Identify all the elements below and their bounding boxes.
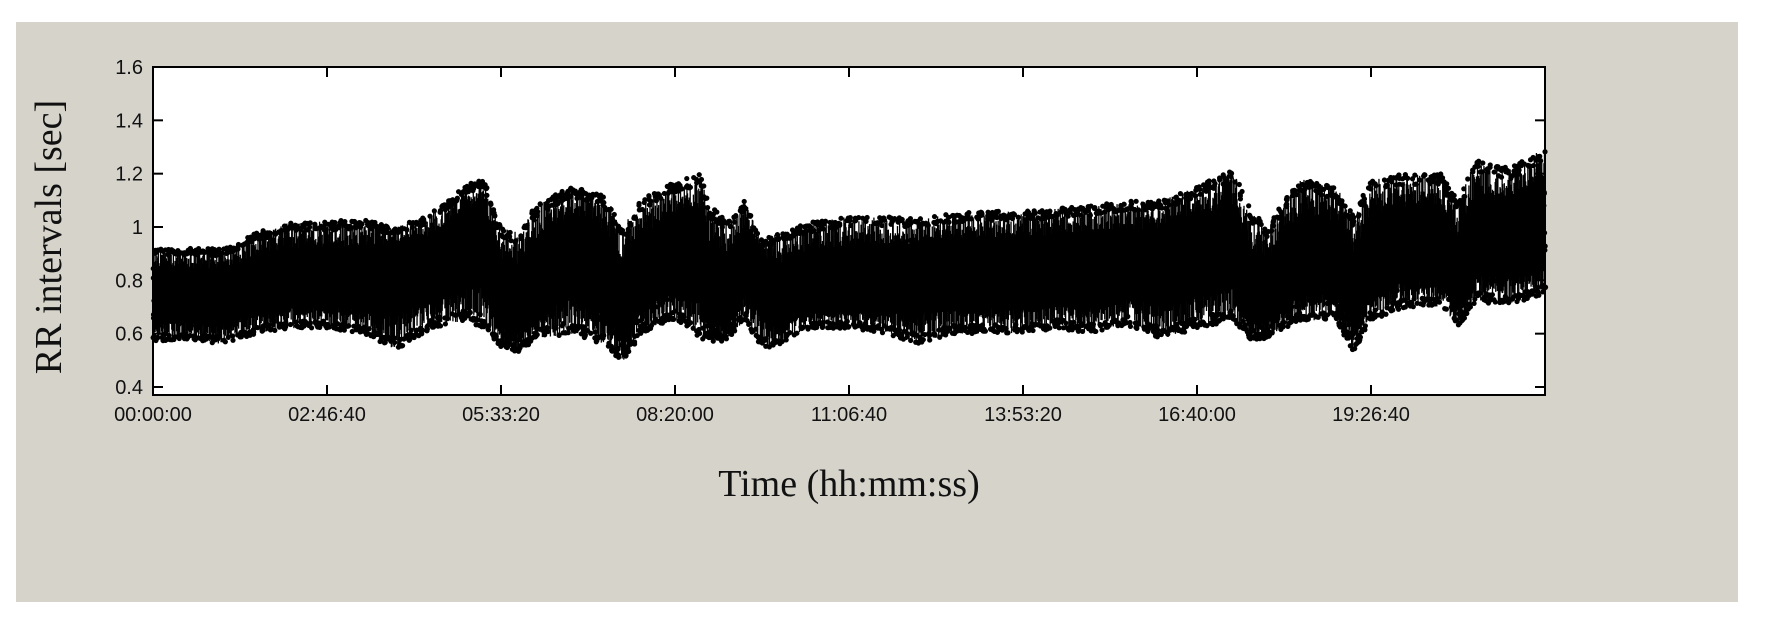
rr-point [710, 338, 716, 344]
rr-point [342, 219, 348, 225]
rr-point [385, 225, 391, 231]
rr-point [636, 200, 642, 207]
rr-point [748, 213, 754, 219]
rr-point [308, 325, 315, 331]
rr-point [697, 330, 703, 337]
rr-point [222, 339, 228, 345]
rr-point [732, 322, 738, 328]
rr-point [588, 330, 594, 336]
rr-point [601, 200, 607, 206]
rr-points [150, 149, 1549, 360]
rr-point [307, 224, 313, 230]
rr-point [732, 328, 738, 334]
rr-point [754, 230, 761, 237]
rr-point [335, 321, 341, 327]
rr-point [727, 223, 734, 230]
rr-point [483, 185, 490, 191]
rr-point [794, 330, 800, 336]
rr-point [437, 323, 444, 329]
rr-point [741, 198, 747, 205]
rr-point [500, 228, 507, 234]
rr-point [670, 316, 677, 323]
rr-point [679, 186, 685, 192]
rr-point [492, 212, 498, 219]
rr-point [294, 223, 300, 229]
rr-point [287, 321, 294, 328]
rr-point [696, 172, 702, 178]
rr-point [341, 327, 347, 333]
rr-point [346, 323, 352, 329]
rr-point [723, 334, 729, 340]
rr-point [704, 195, 710, 201]
rr-point [254, 325, 261, 331]
rr-point [404, 227, 410, 233]
figure-panel: 00:00:00 02:46:40 05:33:20 08:20:00 11:06:40… [16, 22, 1738, 602]
rr-point [216, 246, 222, 252]
rr-point [698, 176, 705, 183]
rr-point [272, 327, 278, 333]
rr-point [248, 234, 254, 240]
rr-point [616, 354, 622, 360]
rr-point [399, 343, 406, 349]
rr-point [230, 333, 236, 339]
rr-interval-chart: 00:00:00 02:46:40 05:33:20 08:20:00 11:06:40… [28, 57, 1549, 505]
rr-point [787, 330, 793, 336]
rr-point [454, 195, 460, 201]
rr-point [714, 209, 720, 215]
rr-point [392, 339, 398, 346]
rr-point [484, 192, 490, 198]
rr-point [701, 183, 707, 189]
rr-point [507, 229, 513, 236]
rr-point [646, 193, 652, 199]
rr-point [600, 194, 606, 200]
rr-point [307, 220, 313, 226]
rr-point [235, 241, 242, 248]
rr-point [230, 337, 236, 343]
rr-point [534, 331, 540, 338]
rr-point [260, 327, 266, 333]
rr-point [431, 208, 437, 214]
rr-point [631, 339, 638, 345]
rr-point [705, 204, 711, 211]
rr-point [684, 175, 690, 182]
rr-point [332, 219, 338, 226]
rr-point [285, 227, 291, 233]
rr-point [293, 319, 299, 325]
rr-point [687, 184, 694, 190]
rr-point [166, 332, 172, 339]
rr-point [320, 318, 326, 324]
rr-point [488, 201, 494, 208]
rr-point [687, 320, 694, 326]
rr-point [289, 225, 295, 231]
rr-point [746, 320, 752, 327]
rr-point [419, 328, 425, 334]
rr-point [760, 243, 766, 249]
